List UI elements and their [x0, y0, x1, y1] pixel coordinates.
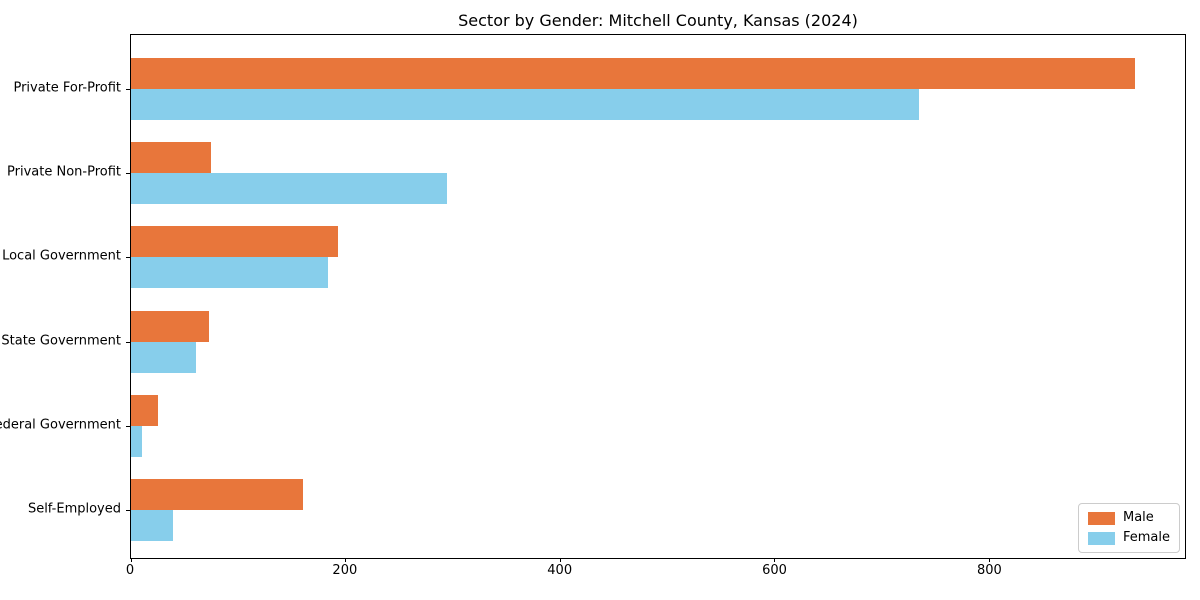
x-label-400: 400 [547, 563, 573, 578]
y-axis-category-labels: Private For-Profit Private Non-Profit Loca… [0, 34, 121, 559]
x-label-0: 0 [125, 563, 135, 578]
bar-male-state-government [131, 310, 210, 342]
x-tick-200 [345, 558, 347, 562]
legend-label-male: Male [1122, 510, 1154, 525]
chart-title: Sector by Gender: Mitchell County, Kansa… [458, 11, 858, 30]
x-label-200: 200 [332, 563, 358, 578]
legend-swatch-female [1087, 531, 1115, 545]
legend: Male Female [1077, 503, 1180, 553]
y-tick-federal-government [126, 425, 131, 427]
bar-male-private-for-profit [131, 58, 1135, 89]
bar-female-self-employed [131, 510, 173, 541]
legend-label-female: Female [1122, 530, 1170, 545]
bar-female-federal-government [131, 425, 142, 457]
bar-male-self-employed [131, 479, 303, 510]
y-label-federal-government: Federal Government [0, 417, 121, 433]
y-label-private-non-profit: Private Non-Profit [7, 164, 121, 180]
y-tick-state-government [126, 341, 131, 343]
bar-female-private-non-profit [131, 173, 448, 205]
y-label-private-for-profit: Private For-Profit [13, 80, 121, 96]
y-label-state-government: State Government [1, 333, 121, 349]
x-axis-tick-labels: 0 200 400 600 800 [126, 563, 1186, 583]
bar-female-state-government [131, 341, 197, 373]
y-tick-private-for-profit [126, 89, 131, 90]
legend-item-male: Male [1087, 510, 1170, 525]
y-tick-private-non-profit [126, 173, 131, 175]
plot-area: Male Female [126, 34, 1186, 562]
y-tick-self-employed [126, 510, 131, 511]
bar-male-local-government [131, 226, 338, 258]
y-label-local-government: Local Government [2, 248, 121, 264]
x-tick-0 [131, 558, 132, 562]
bar-female-private-for-profit [131, 89, 920, 120]
bar-male-federal-government [131, 394, 158, 426]
y-label-self-employed: Self-Employed [27, 501, 121, 517]
x-tick-400 [559, 558, 561, 562]
legend-item-female: Female [1087, 530, 1170, 545]
x-label-600: 600 [762, 563, 787, 578]
x-tick-600 [774, 558, 776, 562]
legend-swatch-male [1087, 511, 1115, 525]
x-tick-800 [988, 558, 990, 562]
x-label-800: 800 [976, 563, 1002, 578]
bar-female-local-government [131, 257, 329, 289]
bar-male-private-non-profit [131, 142, 212, 174]
y-tick-local-government [126, 257, 131, 259]
